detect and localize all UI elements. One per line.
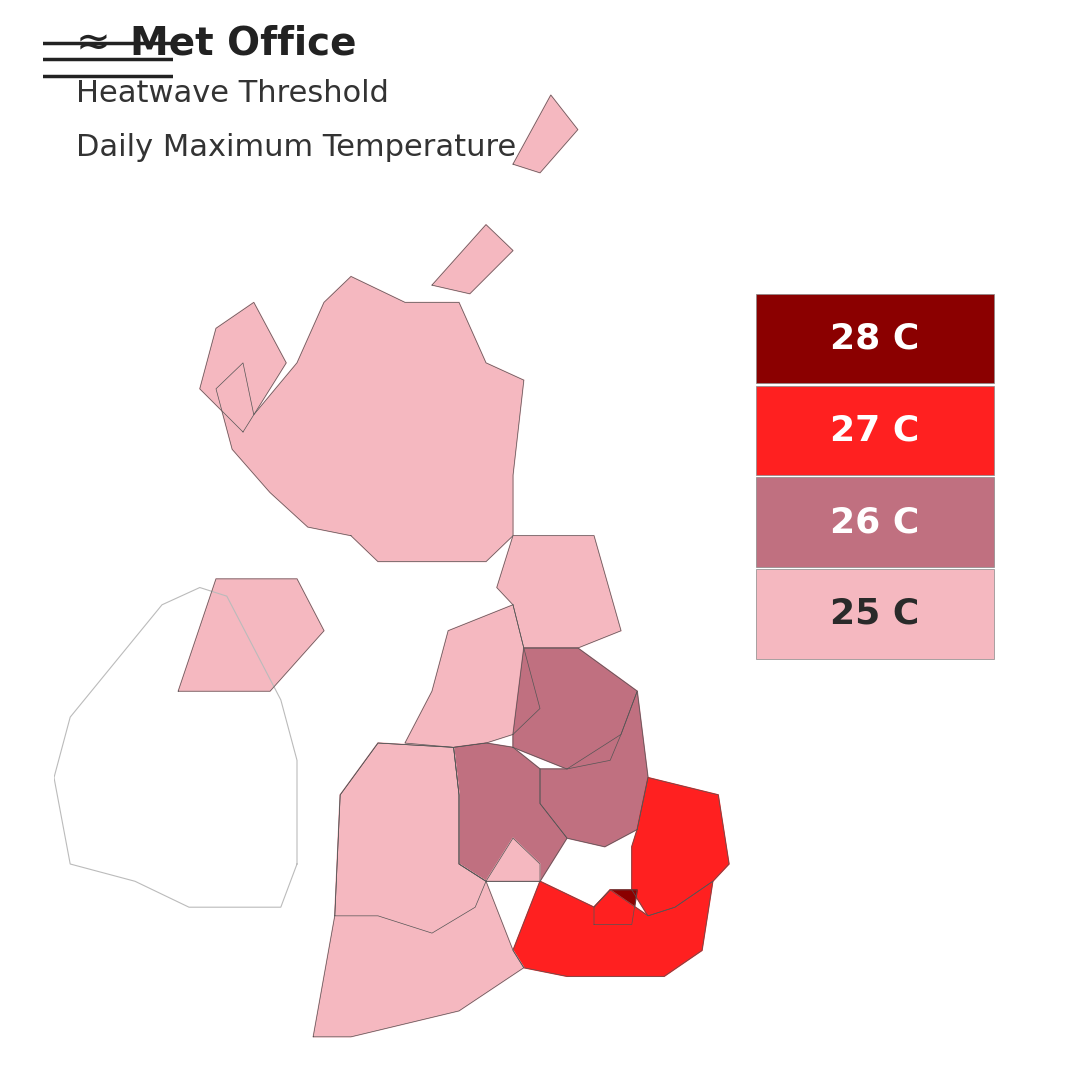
Polygon shape — [497, 536, 621, 648]
Polygon shape — [432, 225, 513, 294]
Text: 28 C: 28 C — [831, 322, 919, 355]
Polygon shape — [454, 743, 567, 881]
Text: ≈: ≈ — [76, 23, 110, 64]
Polygon shape — [405, 605, 540, 747]
Polygon shape — [200, 302, 286, 432]
Polygon shape — [594, 890, 637, 924]
Text: Daily Maximum Temperature: Daily Maximum Temperature — [76, 133, 516, 162]
Text: 27 C: 27 C — [831, 414, 919, 447]
Polygon shape — [335, 743, 486, 933]
Text: 26 C: 26 C — [831, 505, 919, 539]
Polygon shape — [632, 778, 729, 916]
Polygon shape — [513, 648, 637, 769]
Polygon shape — [313, 743, 540, 1037]
Polygon shape — [513, 95, 578, 173]
Text: 25 C: 25 C — [831, 597, 919, 631]
Polygon shape — [540, 691, 648, 847]
Polygon shape — [216, 276, 524, 562]
Text: Met Office: Met Office — [130, 24, 356, 63]
Text: Heatwave Threshold: Heatwave Threshold — [76, 79, 389, 108]
Polygon shape — [513, 881, 713, 976]
Polygon shape — [54, 588, 297, 907]
Polygon shape — [178, 579, 324, 691]
